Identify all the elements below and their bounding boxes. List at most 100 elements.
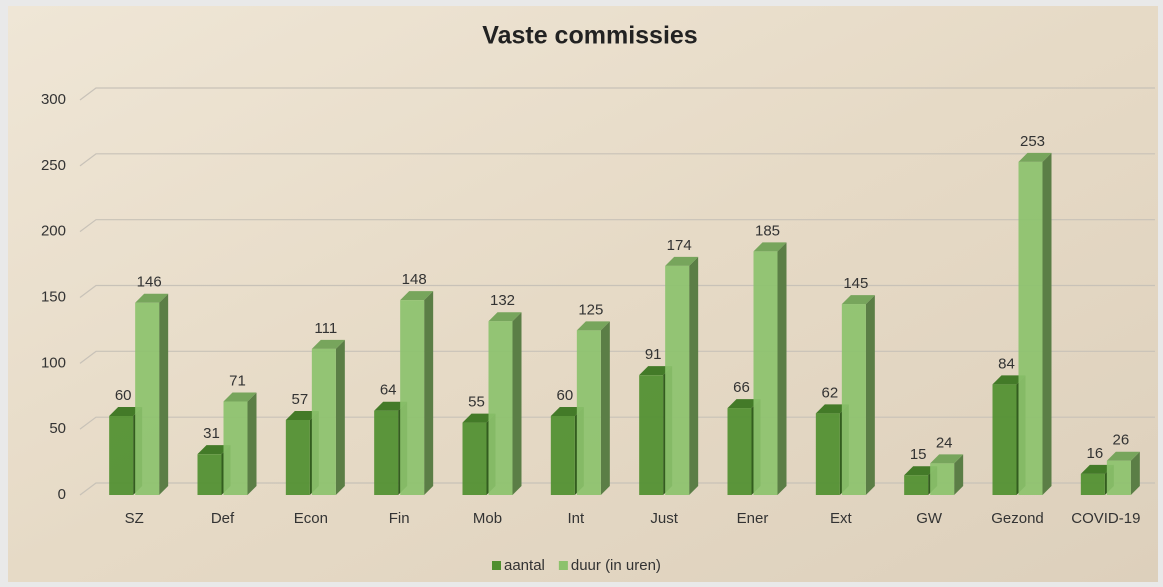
bar-side (865, 295, 875, 495)
data-label: 185 (755, 222, 780, 239)
grid-line (79, 284, 1155, 298)
bar-top (285, 410, 319, 420)
bar (374, 410, 399, 495)
x-tick-label: Econ (294, 510, 328, 527)
background (8, 6, 1158, 582)
y-tick-label: 250 (41, 157, 66, 174)
x-tick-label: Def (211, 510, 235, 527)
data-label: 60 (556, 387, 573, 404)
bar (841, 304, 866, 495)
bar (1106, 460, 1131, 495)
bar-top (223, 392, 257, 402)
data-label: 146 (137, 274, 162, 291)
x-tick-label: Int (567, 510, 585, 527)
bar (223, 401, 248, 495)
data-label: 132 (490, 292, 515, 309)
bar (1080, 473, 1105, 495)
bar (665, 265, 690, 495)
x-tick-label: Just (650, 510, 678, 527)
bar-side (335, 339, 345, 495)
y-tick-label: 50 (49, 420, 66, 437)
y-tick-label: 200 (41, 223, 66, 240)
data-label: 84 (998, 355, 1015, 372)
data-label: 15 (910, 446, 927, 463)
grid-line (79, 87, 1155, 101)
bar (488, 321, 513, 495)
bar (727, 408, 752, 495)
bar (109, 416, 134, 495)
bar (639, 375, 664, 495)
bar-side (777, 242, 787, 495)
data-label: 64 (380, 382, 397, 399)
bar-top (727, 399, 761, 409)
data-label: 71 (229, 372, 246, 389)
bar (311, 348, 336, 495)
grid-line (79, 482, 1155, 496)
data-label: 253 (1020, 133, 1045, 150)
bar-side (247, 392, 257, 495)
bar-top (665, 256, 699, 266)
bar (753, 251, 778, 495)
bar-top (1080, 464, 1114, 474)
bar (285, 419, 310, 495)
bar-top (904, 466, 938, 476)
bar-top (197, 445, 231, 455)
data-label: 125 (578, 301, 603, 318)
x-tick-label: Ener (737, 510, 769, 527)
legend-label: duur (in uren) (571, 557, 661, 574)
y-tick-label: 150 (41, 288, 66, 305)
data-label: 62 (821, 384, 838, 401)
bar-top (639, 366, 673, 376)
data-label: 16 (1086, 445, 1103, 462)
bar-top (135, 293, 169, 303)
data-label: 57 (291, 391, 308, 408)
bar-top (109, 407, 143, 416)
bar (550, 416, 575, 495)
bar (197, 454, 222, 495)
bar-top (550, 407, 584, 416)
bar-top (815, 404, 849, 414)
y-tick-label: 100 (41, 354, 66, 371)
grid-line (79, 416, 1155, 430)
x-tick-label: Mob (473, 510, 502, 527)
data-label: 31 (203, 425, 220, 442)
bar-top (576, 321, 610, 331)
bar-side (600, 321, 610, 495)
data-label: 24 (936, 434, 953, 451)
x-tick-label: GW (916, 510, 943, 527)
x-tick-label: SZ (125, 510, 144, 527)
bar-side (1042, 152, 1052, 495)
legend-label: aantal (504, 557, 545, 574)
grid-line (79, 350, 1155, 364)
x-tick-label: Ext (830, 510, 853, 527)
bar-side (512, 312, 522, 495)
grid-line (79, 219, 1155, 233)
data-label: 60 (115, 387, 132, 404)
bar-side (424, 291, 434, 495)
bar-top (841, 295, 875, 305)
bar (992, 384, 1017, 495)
data-label: 145 (843, 275, 868, 292)
data-label: 66 (733, 379, 750, 396)
bar-top (374, 401, 408, 411)
bar (815, 413, 840, 495)
bar-top (992, 375, 1026, 385)
bar-side (159, 293, 169, 495)
x-tick-label: COVID-19 (1071, 510, 1140, 527)
x-tick-label: Fin (389, 510, 410, 527)
bar (904, 475, 929, 495)
legend: aantal duur (in uren) (492, 557, 661, 574)
bar-top (753, 242, 787, 252)
bar (930, 463, 955, 495)
bar-side (1130, 451, 1140, 495)
y-tick-label: 300 (41, 91, 66, 108)
data-label: 174 (667, 237, 692, 254)
y-tick-label: 0 (58, 486, 66, 503)
bar-top (462, 413, 496, 423)
bar (576, 330, 601, 495)
bar (462, 422, 487, 495)
bar (135, 302, 160, 495)
grid-line (79, 153, 1155, 167)
